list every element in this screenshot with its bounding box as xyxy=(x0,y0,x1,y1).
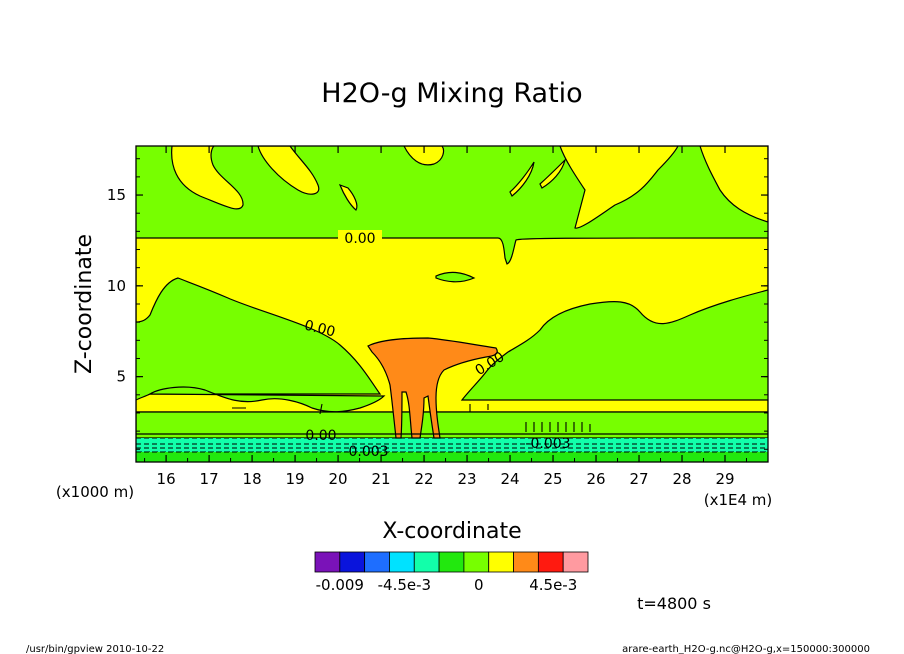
colorbar-swatch xyxy=(513,551,539,573)
colorbar-swatch xyxy=(314,551,341,573)
x-unit-label: (x1E4 m) xyxy=(704,491,773,509)
colorbar-swatch xyxy=(364,551,390,573)
plot-area xyxy=(136,146,768,462)
colorbar-tick-label: -4.5e-3 xyxy=(378,576,431,594)
colorbar-swatch xyxy=(389,551,415,573)
field-patch xyxy=(435,271,476,283)
time-label: t=4800 s xyxy=(637,594,711,613)
field-band xyxy=(136,451,768,462)
field-patch xyxy=(539,158,567,189)
x-tick-label: 29 xyxy=(715,470,734,488)
x-tick-label: 20 xyxy=(329,470,348,488)
y-axis: 5 10 15 xyxy=(107,158,768,450)
field-patch xyxy=(257,146,320,195)
dashed-contour xyxy=(136,443,768,449)
y-tick-label: 5 xyxy=(116,368,126,386)
x-tick-label: 18 xyxy=(243,470,262,488)
colorbar-swatch xyxy=(438,551,465,573)
field-patch xyxy=(403,146,445,166)
x-tick-label: 27 xyxy=(629,470,648,488)
x-tick-label: 28 xyxy=(672,470,691,488)
field-patch xyxy=(147,386,386,413)
y-tick-label: 10 xyxy=(107,277,126,295)
contour-lines xyxy=(232,403,591,432)
colorbar-swatch xyxy=(537,551,564,573)
footer-left: /usr/bin/gpview 2010-10-22 xyxy=(26,644,164,654)
colorbar-swatch xyxy=(339,551,366,573)
x-tick-label: 23 xyxy=(458,470,477,488)
field-plume xyxy=(367,337,498,439)
x-tick-label: 22 xyxy=(415,470,434,488)
contour-label: 0.00 xyxy=(344,231,375,247)
colorbar-tick-label: -0.009 xyxy=(316,576,364,594)
y-tick-label: 15 xyxy=(107,186,126,204)
field-band xyxy=(136,237,768,413)
x-tick-label: 25 xyxy=(543,470,562,488)
footer-right: arare-earth_H2O-g.nc@H2O-g,x=150000:3000… xyxy=(622,644,870,654)
field-patch xyxy=(171,146,244,210)
x-axis: 16 17 18 19 20 21 22 23 24 25 26 27 28 29 xyxy=(144,146,748,488)
contour-label: 0.00 xyxy=(305,428,336,444)
colorbar: -0.009 -4.5e-3 0 4.5e-3 xyxy=(314,551,589,594)
field-band xyxy=(136,437,768,453)
field-band xyxy=(136,411,768,439)
x-tick-label: 17 xyxy=(200,470,219,488)
colorbar-swatch xyxy=(562,551,589,573)
contour-labels: 0.00 0.00 0.00 0.00 -0.003 -0.003 xyxy=(303,230,571,460)
contour-label: 0.00 xyxy=(303,317,337,340)
colorbar-tick-label: 4.5e-3 xyxy=(529,576,577,594)
field-patch xyxy=(509,161,535,197)
x-tick-label: 19 xyxy=(286,470,305,488)
contour-label: -0.003 xyxy=(525,436,570,452)
field-patch xyxy=(338,183,358,211)
x-tick-label: 16 xyxy=(157,470,176,488)
field-patch xyxy=(559,146,679,229)
colorbar-swatch xyxy=(463,551,490,573)
y-axis-label: Z-coordinate xyxy=(72,234,97,374)
field-patch xyxy=(699,146,768,223)
x-tick-label: 21 xyxy=(372,470,391,488)
colorbar-tick-label: 0 xyxy=(474,576,484,594)
x-tick-label: 24 xyxy=(500,470,519,488)
x-axis-label: X-coordinate xyxy=(382,519,521,544)
chart-title: H2O-g Mixing Ratio xyxy=(321,78,582,109)
colorbar-swatch xyxy=(488,551,514,573)
x-tick-label: 26 xyxy=(586,470,605,488)
y-unit-label: (x1000 m) xyxy=(56,483,134,501)
colorbar-swatch xyxy=(413,551,440,573)
contour-label: -0.003 xyxy=(343,444,388,460)
